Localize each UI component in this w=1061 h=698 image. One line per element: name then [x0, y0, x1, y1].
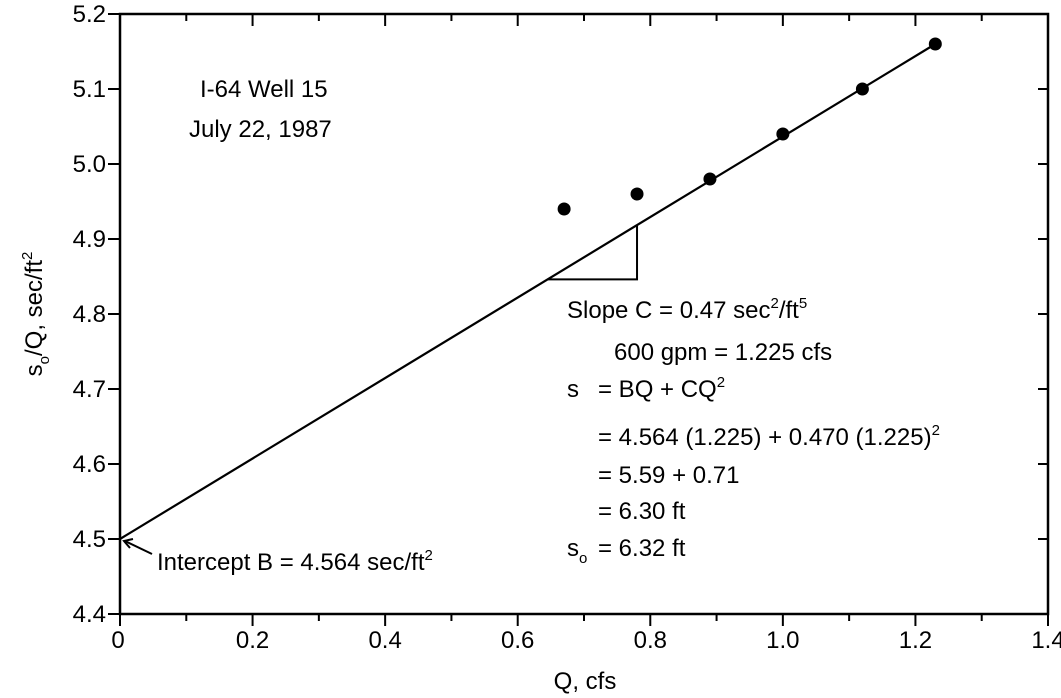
annotation-s-label: s	[567, 376, 579, 403]
intercept-text: Intercept B = 4.564 sec/ft	[157, 549, 425, 576]
y-tick-label: 5.2	[73, 1, 106, 28]
annotation-date: July 22, 1987	[189, 116, 332, 143]
y-tick-label: 5.1	[73, 76, 106, 103]
annotation-gpm: 600 gpm = 1.225 cfs	[614, 339, 832, 366]
eq1-sup: 2	[717, 374, 725, 391]
annotation-eq2: = 4.564 (1.225) + 0.470 (1.225)2	[598, 422, 940, 451]
annotation-intercept: Intercept B = 4.564 sec/ft2	[157, 547, 433, 576]
annotation-eq3: = 5.59 + 0.71	[598, 462, 739, 489]
intercept-arrow-shaft	[124, 540, 153, 555]
x-tick-label: 0	[111, 627, 124, 654]
x-tick-label: 0.8	[634, 627, 667, 654]
eq2-sup: 2	[932, 422, 940, 439]
x-tick-labels: 0 0.2 0.4 0.6 0.8 1.0 1.2 1.4	[111, 627, 1061, 654]
x-tick-label: 1.0	[766, 627, 799, 654]
x-tick-label: 0.2	[236, 627, 269, 654]
intercept-sup: 2	[425, 547, 433, 564]
y-tick-label: 4.5	[73, 526, 106, 553]
slope-sup1: 2	[770, 295, 778, 312]
annotation-eq1: = BQ + CQ2	[598, 374, 725, 403]
x-tick-label: 0.4	[368, 627, 401, 654]
x-tick-label: 1.2	[899, 627, 932, 654]
so-s: s	[567, 535, 579, 562]
data-point	[776, 127, 790, 141]
data-point	[855, 82, 869, 96]
annotation-well-name: I-64 Well 15	[200, 76, 328, 103]
slope-sup2: 5	[799, 295, 807, 312]
y-axis-label-sub: o	[36, 356, 53, 364]
y-axis-label-s: s	[21, 364, 48, 376]
y-tick-labels: 4.4 4.5 4.6 4.7 4.8 4.9 5.0 5.1 5.2	[73, 1, 106, 628]
y-tick-label: 4.7	[73, 376, 106, 403]
x-tick-label: 1.4	[1031, 627, 1061, 654]
data-point	[630, 187, 644, 201]
so-sub: o	[579, 550, 587, 567]
fit-line	[119, 43, 936, 540]
slope-mid: /ft	[779, 297, 799, 324]
y-axis-label: so/Q, sec/ft2	[19, 252, 53, 377]
y-tick-label: 5.0	[73, 151, 106, 178]
data-point	[928, 37, 942, 51]
x-tick-label: 0.6	[501, 627, 534, 654]
eq2-text: = 4.564 (1.225) + 0.470 (1.225)	[598, 424, 932, 451]
data-point	[557, 202, 571, 216]
axis-ticks	[108, 13, 1049, 626]
y-axis-label-rest: /Q, sec/ft	[21, 260, 48, 356]
y-tick-label: 4.4	[73, 601, 106, 628]
intercept-arrow-head	[122, 538, 134, 549]
data-points	[557, 37, 942, 216]
slope-triangle	[547, 225, 639, 281]
annotation-eq4: = 6.30 ft	[598, 498, 686, 525]
x-axis-label: Q, cfs	[554, 668, 617, 695]
y-tick-label: 4.6	[73, 451, 106, 478]
eq1-text: = BQ + CQ	[598, 376, 717, 403]
annotation-so-eq: = 6.32 ft	[598, 535, 686, 562]
data-point	[703, 172, 717, 186]
annotation-so-label: so	[567, 535, 587, 567]
y-axis-label-sup: 2	[19, 252, 36, 260]
y-tick-label: 4.8	[73, 301, 106, 328]
slope-text: Slope C = 0.47 sec	[567, 297, 770, 324]
annotation-slope: Slope C = 0.47 sec2/ft5	[567, 295, 807, 324]
y-tick-label: 4.9	[73, 226, 106, 253]
